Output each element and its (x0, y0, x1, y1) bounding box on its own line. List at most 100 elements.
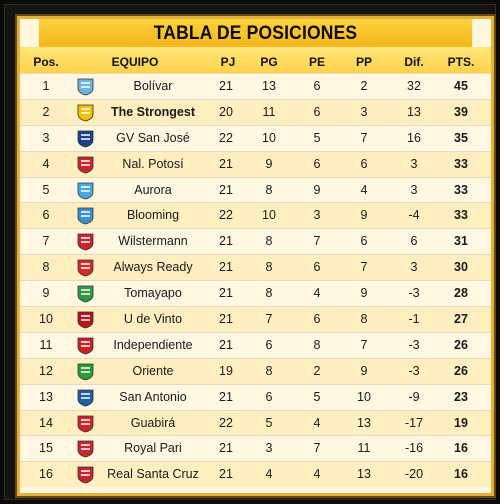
cell-pts: 45 (454, 79, 468, 93)
cell-pg: 13 (262, 79, 276, 93)
header-pts: PTS. (447, 55, 475, 69)
cell-pts: 16 (454, 467, 468, 482)
cell-pos: 16 (39, 467, 53, 482)
cell-pg: 7 (265, 312, 273, 327)
cell-pj: 20 (219, 104, 233, 119)
table-row: 11 Independiente 21 6 8 7 -3 26 (20, 331, 491, 358)
cell-team: San Antonio (119, 389, 187, 404)
cell-team: Blooming (126, 208, 180, 223)
table-row: 6 Blooming 22 10 3 9 -4 33 (20, 202, 491, 229)
guabira-crest-icon (72, 411, 98, 436)
cell-pj: 21 (219, 156, 233, 171)
cell-team: U de Vinto (123, 312, 183, 327)
cell-team: Guabirá (130, 415, 176, 430)
cell-dif: 3 (410, 182, 418, 197)
gv-san-jose-crest-icon (72, 126, 98, 151)
cell-pe: 4 (313, 286, 321, 301)
table-body: 1 Bolívar 21 13 6 2 32 45 2 The Strongest 20 11 6 3 13… (20, 73, 491, 488)
cell-pj: 21 (219, 312, 233, 327)
cell-pos: 10 (39, 312, 53, 327)
cell-pts: 19 (454, 415, 468, 430)
nacional-potosi-crest-icon (72, 152, 98, 177)
cell-pj: 21 (219, 286, 233, 301)
table-row: 13 San Antonio 21 6 5 10 -9 23 (20, 383, 491, 410)
cell-pg: 8 (265, 182, 273, 197)
cell-pe: 7 (313, 234, 321, 249)
cell-dif: -1 (408, 312, 420, 327)
cell-pp: 3 (360, 104, 368, 119)
cell-team: Bolívar (133, 79, 173, 93)
cell-pj: 21 (219, 234, 233, 249)
cell-dif: 3 (410, 156, 418, 171)
table-row: 9 Tomayapo 21 8 4 9 -3 28 (20, 280, 491, 307)
table-row: 15 Royal Pari 21 3 7 11 -16 16 (20, 435, 491, 462)
cell-pp: 13 (357, 415, 371, 430)
cell-pos: 6 (42, 208, 50, 223)
table-row: 10 U de Vinto 21 7 6 8 -1 27 (20, 306, 491, 332)
cell-pp: 9 (360, 363, 368, 378)
cell-dif: 16 (407, 130, 421, 145)
cell-pos: 12 (39, 363, 53, 378)
cell-dif: -3 (408, 286, 420, 301)
cell-pts: 33 (454, 156, 468, 171)
cell-team: Always Ready (113, 260, 193, 275)
u-de-vinto-crest-icon (72, 307, 98, 332)
cell-pe: 6 (313, 156, 321, 171)
cell-pe: 9 (313, 182, 321, 197)
table-row: 2 The Strongest 20 11 6 3 13 39 (20, 98, 491, 125)
table-header: Pos. EQUIPO PJ PG PE PP Dif. PTS. (20, 47, 491, 73)
cell-pp: 9 (360, 208, 368, 223)
cell-pe: 6 (313, 260, 321, 275)
cell-pj: 21 (219, 79, 233, 93)
table-row: 7 Wilstermann 21 8 7 6 6 31 (20, 228, 491, 255)
cell-pp: 8 (360, 312, 368, 327)
cell-pe: 2 (313, 363, 321, 378)
header-pe: PE (308, 55, 325, 69)
cell-pg: 4 (265, 467, 273, 482)
cell-pj: 21 (219, 467, 233, 482)
cell-pts: 26 (454, 363, 468, 378)
cell-pos: 8 (42, 260, 50, 275)
header-pp: PP (355, 55, 372, 69)
cell-pp: 13 (357, 467, 371, 482)
cell-pg: 3 (265, 441, 273, 456)
always-ready-crest-icon (72, 255, 98, 280)
cell-dif: 13 (407, 104, 421, 119)
cell-pp: 10 (357, 389, 371, 404)
wilstermann-crest-icon (72, 229, 98, 254)
table-row: 16 Real Santa Cruz 21 4 4 13 -20 16 (20, 461, 491, 488)
cell-pe: 5 (313, 130, 321, 145)
cell-pe: 3 (313, 208, 321, 223)
cell-pos: 15 (39, 441, 53, 456)
cell-pg: 5 (265, 415, 273, 430)
royal-pari-crest-icon (72, 436, 98, 461)
cell-dif: -16 (404, 441, 424, 456)
bolivar-crest-icon (72, 74, 98, 99)
cell-pts: 23 (454, 389, 468, 404)
cell-pts: 26 (454, 337, 468, 352)
table-row: 4 Nal. Potosí 21 9 6 6 3 33 (20, 150, 491, 177)
cell-pos: 5 (42, 182, 50, 197)
cell-pg: 10 (262, 208, 276, 223)
cell-dif: -3 (408, 337, 420, 352)
cell-team: GV San José (116, 130, 190, 145)
cell-pts: 27 (454, 312, 468, 327)
cell-pe: 6 (313, 79, 321, 93)
cell-dif: 32 (407, 79, 421, 93)
cell-pos: 4 (42, 156, 50, 171)
cell-team: Royal Pari (124, 441, 182, 456)
cell-team: Wilstermann (118, 234, 188, 249)
cell-pos: 2 (42, 104, 50, 119)
cell-pts: 28 (454, 286, 468, 301)
cell-pos: 1 (42, 79, 50, 93)
cell-pg: 8 (265, 234, 273, 249)
cell-dif: 3 (410, 260, 418, 275)
cell-pts: 31 (454, 234, 468, 249)
cell-pts: 30 (454, 260, 468, 275)
cell-dif: -17 (404, 415, 424, 430)
real-santa-cruz-crest-icon (72, 462, 98, 487)
independiente-crest-icon (72, 333, 98, 358)
cell-pp: 4 (360, 182, 368, 197)
table-row: 14 Guabirá 22 5 4 13 -17 19 (20, 409, 491, 436)
header-pg: PG (260, 55, 278, 69)
